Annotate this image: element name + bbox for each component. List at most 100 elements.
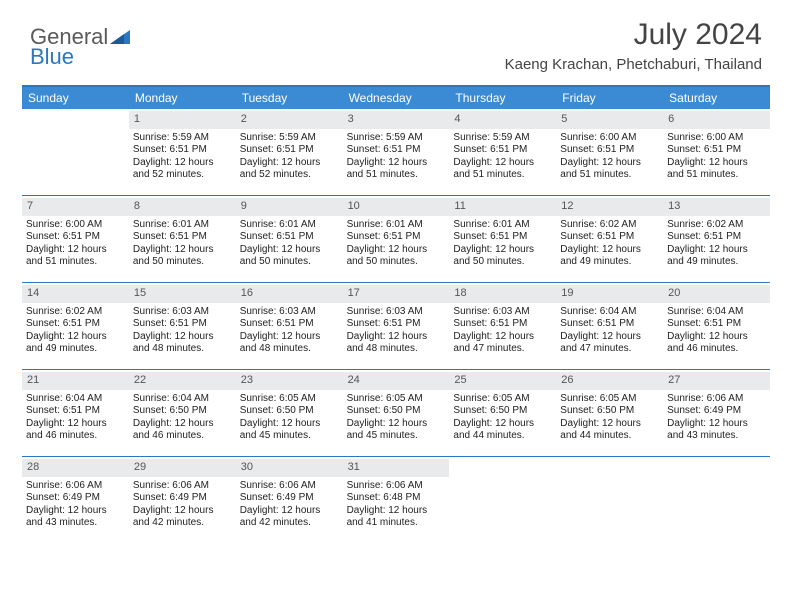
week-row: 28Sunrise: 6:06 AMSunset: 6:49 PMDayligh… — [22, 456, 770, 543]
day-number: 13 — [663, 198, 770, 216]
sunrise-text: Sunrise: 6:06 AM — [26, 480, 125, 493]
daylight-text: Daylight: 12 hours — [240, 331, 339, 344]
daylight-text: and 47 minutes. — [560, 343, 659, 356]
daylight-text: and 45 minutes. — [347, 430, 446, 443]
daylight-text: and 49 minutes. — [26, 343, 125, 356]
location: Kaeng Krachan, Phetchaburi, Thailand — [505, 56, 762, 73]
day-header-cell: Friday — [556, 87, 663, 109]
daylight-text: Daylight: 12 hours — [453, 157, 552, 170]
sunrise-text: Sunrise: 6:02 AM — [667, 219, 766, 232]
daylight-text: Daylight: 12 hours — [26, 505, 125, 518]
sunset-text: Sunset: 6:51 PM — [133, 144, 232, 157]
day-cell: 18Sunrise: 6:03 AMSunset: 6:51 PMDayligh… — [449, 283, 556, 369]
daylight-text: and 50 minutes. — [347, 256, 446, 269]
daylight-text: and 44 minutes. — [560, 430, 659, 443]
daylight-text: Daylight: 12 hours — [453, 418, 552, 431]
logo-triangle-icon — [110, 28, 132, 46]
day-number: 4 — [449, 111, 556, 129]
sunrise-text: Sunrise: 6:06 AM — [240, 480, 339, 493]
weeks-container: 1Sunrise: 5:59 AMSunset: 6:51 PMDaylight… — [22, 109, 770, 543]
daylight-text: Daylight: 12 hours — [560, 331, 659, 344]
day-cell: 8Sunrise: 6:01 AMSunset: 6:51 PMDaylight… — [129, 196, 236, 282]
sunrise-text: Sunrise: 6:03 AM — [453, 306, 552, 319]
day-cell: 28Sunrise: 6:06 AMSunset: 6:49 PMDayligh… — [22, 457, 129, 543]
day-cell: 21Sunrise: 6:04 AMSunset: 6:51 PMDayligh… — [22, 370, 129, 456]
sunrise-text: Sunrise: 6:00 AM — [26, 219, 125, 232]
daylight-text: Daylight: 12 hours — [133, 418, 232, 431]
day-cell: 15Sunrise: 6:03 AMSunset: 6:51 PMDayligh… — [129, 283, 236, 369]
day-number: 8 — [129, 198, 236, 216]
daylight-text: Daylight: 12 hours — [347, 244, 446, 257]
daylight-text: Daylight: 12 hours — [347, 418, 446, 431]
day-cell — [556, 457, 663, 543]
sunrise-text: Sunrise: 6:04 AM — [560, 306, 659, 319]
sunset-text: Sunset: 6:49 PM — [667, 405, 766, 418]
sunset-text: Sunset: 6:51 PM — [240, 231, 339, 244]
day-cell: 19Sunrise: 6:04 AMSunset: 6:51 PMDayligh… — [556, 283, 663, 369]
daylight-text: and 51 minutes. — [26, 256, 125, 269]
sunset-text: Sunset: 6:51 PM — [560, 318, 659, 331]
sunset-text: Sunset: 6:48 PM — [347, 492, 446, 505]
calendar: SundayMondayTuesdayWednesdayThursdayFrid… — [22, 85, 770, 543]
sunrise-text: Sunrise: 6:01 AM — [240, 219, 339, 232]
sunrise-text: Sunrise: 6:03 AM — [347, 306, 446, 319]
daylight-text: and 46 minutes. — [26, 430, 125, 443]
sunset-text: Sunset: 6:51 PM — [667, 144, 766, 157]
daylight-text: and 52 minutes. — [133, 169, 232, 182]
day-number: 26 — [556, 372, 663, 390]
sunrise-text: Sunrise: 6:01 AM — [133, 219, 232, 232]
sunrise-text: Sunrise: 6:01 AM — [453, 219, 552, 232]
day-number: 3 — [343, 111, 450, 129]
sunrise-text: Sunrise: 6:06 AM — [133, 480, 232, 493]
day-cell: 13Sunrise: 6:02 AMSunset: 6:51 PMDayligh… — [663, 196, 770, 282]
daylight-text: Daylight: 12 hours — [26, 418, 125, 431]
day-cell: 5Sunrise: 6:00 AMSunset: 6:51 PMDaylight… — [556, 109, 663, 195]
day-number: 1 — [129, 111, 236, 129]
daylight-text: Daylight: 12 hours — [240, 244, 339, 257]
sunset-text: Sunset: 6:51 PM — [453, 231, 552, 244]
day-cell: 20Sunrise: 6:04 AMSunset: 6:51 PMDayligh… — [663, 283, 770, 369]
sunset-text: Sunset: 6:51 PM — [560, 144, 659, 157]
sunrise-text: Sunrise: 6:06 AM — [667, 393, 766, 406]
daylight-text: Daylight: 12 hours — [453, 331, 552, 344]
daylight-text: and 43 minutes. — [667, 430, 766, 443]
daylight-text: Daylight: 12 hours — [667, 418, 766, 431]
sunrise-text: Sunrise: 6:02 AM — [26, 306, 125, 319]
daylight-text: and 43 minutes. — [26, 517, 125, 530]
day-number: 14 — [22, 285, 129, 303]
day-header-row: SundayMondayTuesdayWednesdayThursdayFrid… — [22, 87, 770, 109]
sunset-text: Sunset: 6:50 PM — [240, 405, 339, 418]
daylight-text: and 44 minutes. — [453, 430, 552, 443]
sunrise-text: Sunrise: 5:59 AM — [347, 132, 446, 145]
daylight-text: and 50 minutes. — [453, 256, 552, 269]
day-number: 11 — [449, 198, 556, 216]
sunset-text: Sunset: 6:51 PM — [347, 318, 446, 331]
day-header-cell: Saturday — [663, 87, 770, 109]
sunset-text: Sunset: 6:50 PM — [560, 405, 659, 418]
daylight-text: Daylight: 12 hours — [560, 157, 659, 170]
day-cell: 17Sunrise: 6:03 AMSunset: 6:51 PMDayligh… — [343, 283, 450, 369]
sunset-text: Sunset: 6:51 PM — [133, 318, 232, 331]
sunset-text: Sunset: 6:51 PM — [240, 144, 339, 157]
day-number: 16 — [236, 285, 343, 303]
day-cell — [449, 457, 556, 543]
daylight-text: and 48 minutes. — [240, 343, 339, 356]
sunrise-text: Sunrise: 6:04 AM — [133, 393, 232, 406]
day-cell: 27Sunrise: 6:06 AMSunset: 6:49 PMDayligh… — [663, 370, 770, 456]
daylight-text: Daylight: 12 hours — [347, 505, 446, 518]
daylight-text: Daylight: 12 hours — [453, 244, 552, 257]
title-block: July 2024 Kaeng Krachan, Phetchaburi, Th… — [505, 18, 762, 73]
day-cell: 2Sunrise: 5:59 AMSunset: 6:51 PMDaylight… — [236, 109, 343, 195]
daylight-text: and 46 minutes. — [667, 343, 766, 356]
sunset-text: Sunset: 6:51 PM — [26, 231, 125, 244]
day-number: 2 — [236, 111, 343, 129]
day-cell: 10Sunrise: 6:01 AMSunset: 6:51 PMDayligh… — [343, 196, 450, 282]
daylight-text: and 49 minutes. — [560, 256, 659, 269]
sunset-text: Sunset: 6:49 PM — [240, 492, 339, 505]
day-header-cell: Wednesday — [343, 87, 450, 109]
day-cell — [22, 109, 129, 195]
day-cell: 26Sunrise: 6:05 AMSunset: 6:50 PMDayligh… — [556, 370, 663, 456]
day-number: 24 — [343, 372, 450, 390]
sunrise-text: Sunrise: 6:05 AM — [240, 393, 339, 406]
day-cell: 14Sunrise: 6:02 AMSunset: 6:51 PMDayligh… — [22, 283, 129, 369]
